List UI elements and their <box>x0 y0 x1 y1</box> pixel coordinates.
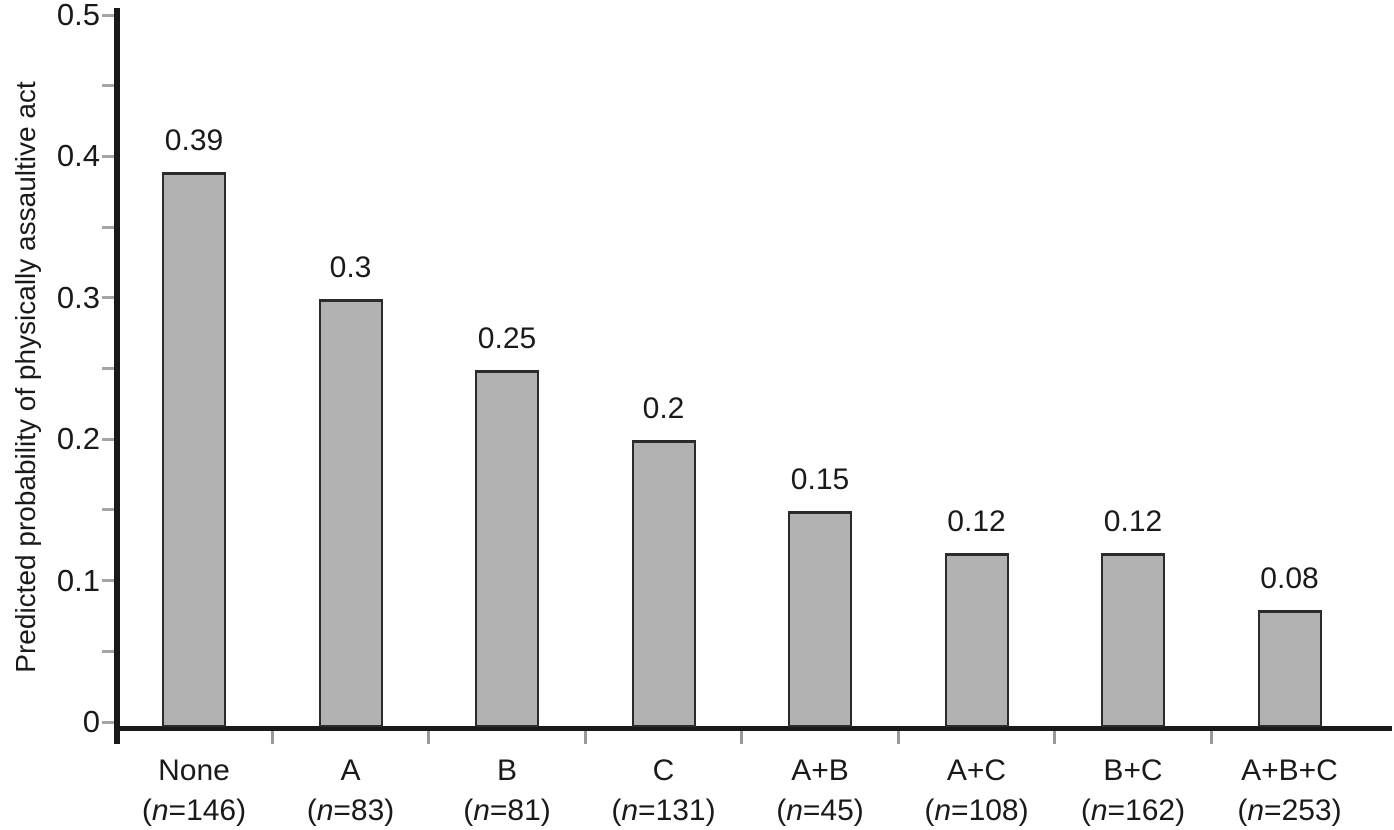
bar-B+C <box>1101 553 1165 727</box>
category-name: A+C <box>946 754 1007 787</box>
category-sample-size: (n=162) <box>1080 794 1186 827</box>
category-label: A+C (n=108) <box>899 751 1055 830</box>
x-axis-tick <box>427 731 431 744</box>
bar-value-label: 0.25 <box>477 322 537 355</box>
y-axis-tick-label: 0.3 <box>56 279 100 315</box>
y-axis-tick-label: 0.1 <box>56 562 100 598</box>
bar-A+C <box>944 553 1009 727</box>
y-axis-tick-label: 0 <box>82 704 100 739</box>
x-axis-tick <box>583 731 587 744</box>
category-label: A+B+C (n=253) <box>1212 751 1368 830</box>
y-axis-tick-label: 0.5 <box>56 0 100 32</box>
category-sample-size: (n=45) <box>776 794 864 827</box>
y-axis-tick <box>102 84 114 88</box>
category-label: C (n=131) <box>586 751 742 830</box>
y-axis-tick <box>102 508 114 512</box>
category-name: C <box>652 754 675 787</box>
bar-A <box>318 299 383 727</box>
category-sample-size: (n=83) <box>306 794 395 827</box>
category-name: A+B <box>791 754 849 787</box>
x-axis-tick <box>1053 731 1057 744</box>
x-axis-line <box>114 726 1392 731</box>
bar-value-label: 0.3 <box>329 251 372 284</box>
y-axis-tick <box>102 367 114 370</box>
category-label: A (n=83) <box>273 751 429 830</box>
category-name: None <box>158 754 230 787</box>
y-axis-line <box>114 8 120 744</box>
category-sample-size: (n=131) <box>611 794 716 827</box>
category-name: A+B+C <box>1241 754 1338 787</box>
category-sample-size: (n=81) <box>463 794 551 827</box>
bar-A+B+C <box>1257 610 1322 727</box>
y-axis-tick <box>102 225 114 229</box>
y-axis-tick <box>102 13 114 17</box>
y-axis-tick <box>102 154 114 158</box>
y-axis-tick-label: 0.4 <box>56 138 100 174</box>
category-label: A+B (n=45) <box>742 751 898 830</box>
x-axis-tick <box>896 731 900 744</box>
y-axis-tick <box>102 579 114 583</box>
category-name: B <box>496 754 517 787</box>
category-label: B (n=81) <box>429 751 585 830</box>
bar-value-label: 0.2 <box>642 392 685 425</box>
y-axis-tick <box>102 649 114 653</box>
category-label: B+C (n=162) <box>1055 751 1211 830</box>
y-axis-tick <box>102 720 114 724</box>
bar-value-label: 0.15 <box>790 463 850 496</box>
bar-None <box>162 172 226 727</box>
bar-value-label: 0.12 <box>1103 505 1163 538</box>
bar-B <box>475 370 539 727</box>
category-label: None (n=146) <box>116 751 272 830</box>
x-axis-tick <box>270 731 274 744</box>
y-axis-tick-label: 0.2 <box>56 421 100 457</box>
y-axis-tick <box>102 296 114 300</box>
bar-value-label: 0.12 <box>947 505 1006 538</box>
bar-C <box>631 440 696 727</box>
y-axis-tick <box>102 437 114 441</box>
bar-value-label: 0.39 <box>164 124 224 157</box>
bar-A+B <box>788 511 852 727</box>
x-axis-tick <box>1209 731 1213 744</box>
category-name: B+C <box>1103 754 1163 787</box>
category-sample-size: (n=253) <box>1237 794 1342 827</box>
bar-value-label: 0.08 <box>1260 562 1319 595</box>
category-sample-size: (n=146) <box>141 794 247 827</box>
category-sample-size: (n=108) <box>924 794 1029 827</box>
x-axis-tick <box>740 731 744 744</box>
category-name: A <box>340 754 361 787</box>
